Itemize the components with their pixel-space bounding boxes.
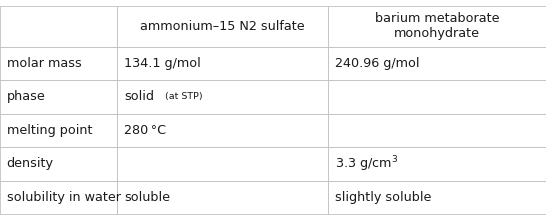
Bar xyxy=(328,80,546,114)
Bar xyxy=(328,47,546,80)
Bar xyxy=(117,180,328,214)
Bar xyxy=(328,114,546,147)
Bar xyxy=(328,180,546,214)
Text: 240.96 g/mol: 240.96 g/mol xyxy=(335,57,419,70)
Bar xyxy=(0,147,117,180)
Text: solid: solid xyxy=(124,90,155,103)
Bar xyxy=(117,147,328,180)
Text: soluble: soluble xyxy=(124,191,170,204)
Text: molar mass: molar mass xyxy=(7,57,81,70)
Bar xyxy=(117,114,328,147)
Bar xyxy=(0,180,117,214)
Bar xyxy=(117,47,328,80)
Bar xyxy=(328,6,546,47)
Bar xyxy=(328,147,546,180)
Text: solubility in water: solubility in water xyxy=(7,191,121,204)
Text: 134.1 g/mol: 134.1 g/mol xyxy=(124,57,201,70)
Text: phase: phase xyxy=(7,90,45,103)
Text: ammonium–15 N2 sulfate: ammonium–15 N2 sulfate xyxy=(140,20,305,33)
Text: density: density xyxy=(7,157,54,170)
Bar xyxy=(0,114,117,147)
Bar xyxy=(0,80,117,114)
Text: 3.3 g/cm$^3$: 3.3 g/cm$^3$ xyxy=(335,154,398,174)
Text: barium metaborate
monohydrate: barium metaborate monohydrate xyxy=(375,12,499,40)
Text: (at STP): (at STP) xyxy=(162,92,202,101)
Bar xyxy=(0,6,117,47)
Bar xyxy=(0,47,117,80)
Text: melting point: melting point xyxy=(7,124,92,137)
Bar xyxy=(117,80,328,114)
Text: slightly soluble: slightly soluble xyxy=(335,191,431,204)
Text: 280 °C: 280 °C xyxy=(124,124,167,137)
Bar xyxy=(117,6,328,47)
